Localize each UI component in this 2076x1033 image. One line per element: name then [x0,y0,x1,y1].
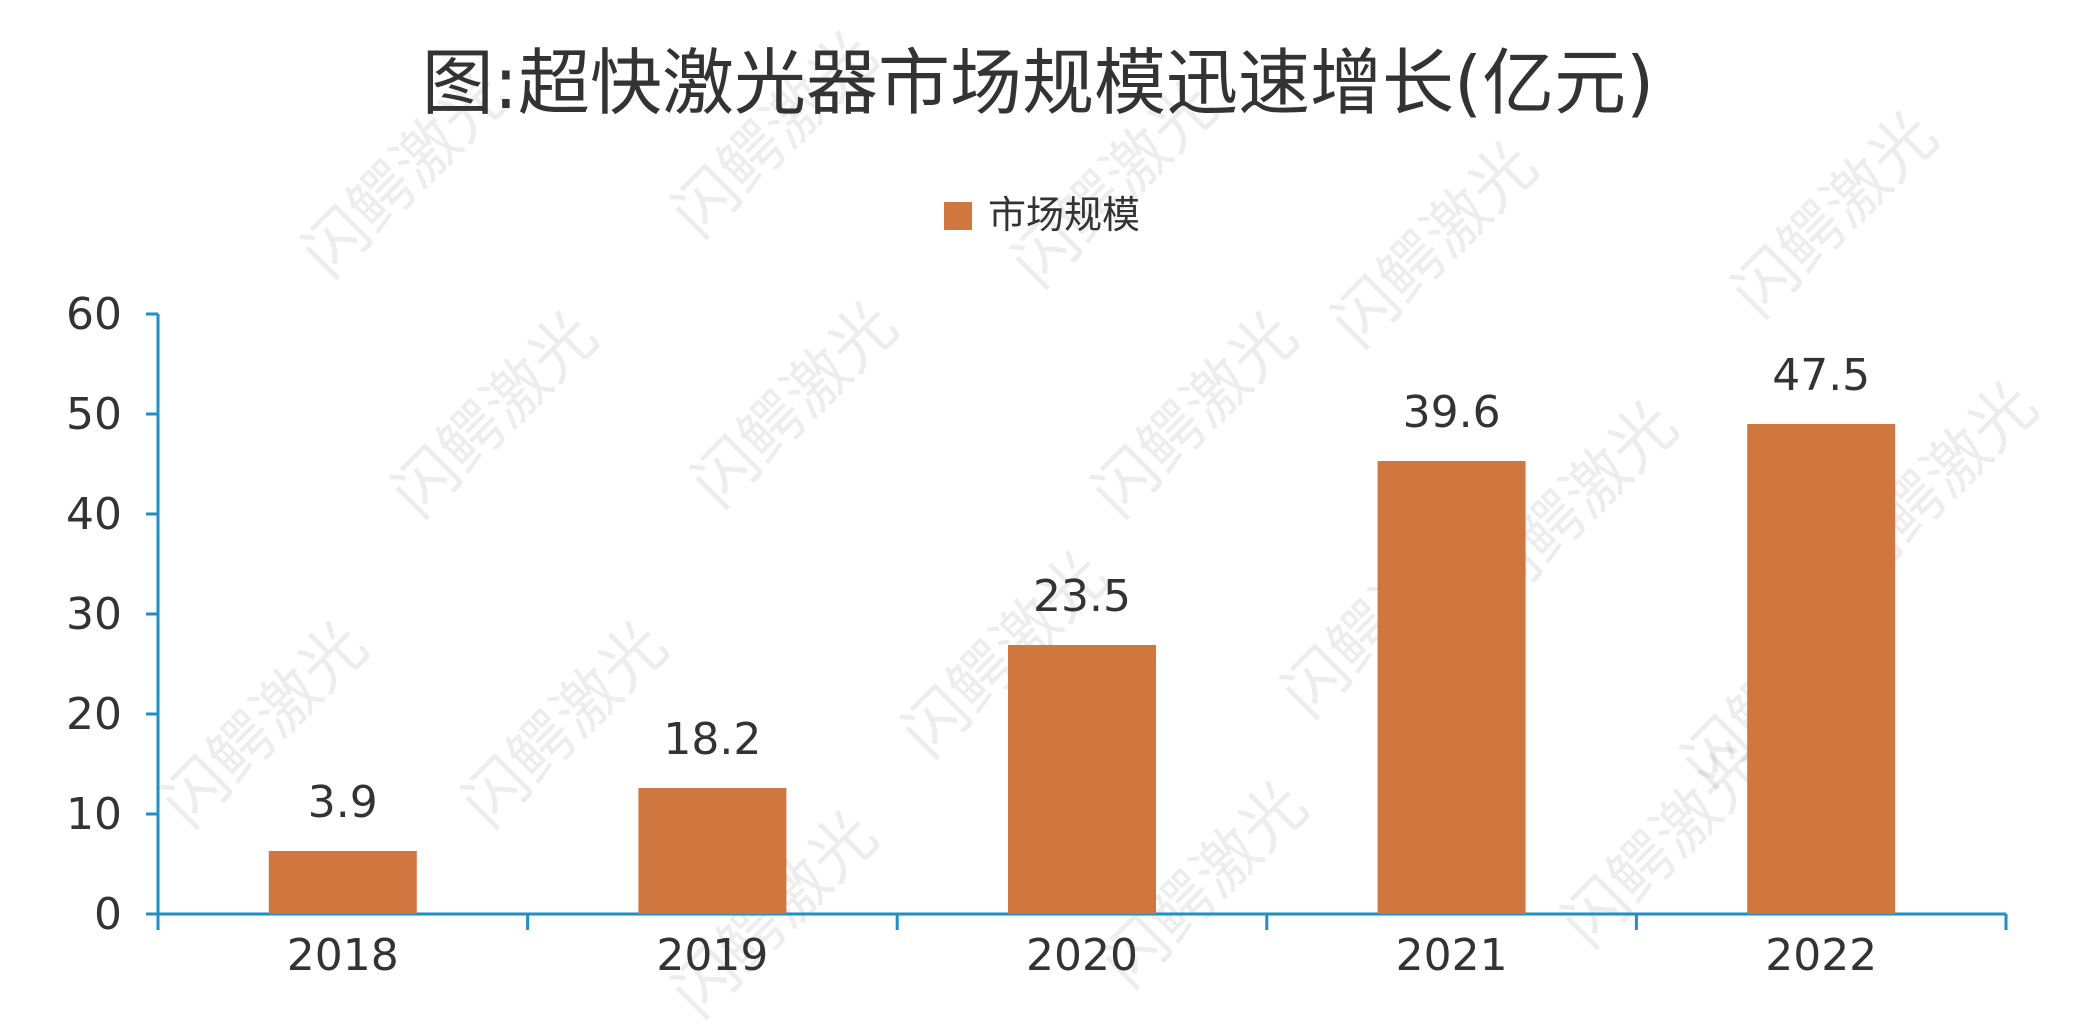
x-tick-label: 2018 [287,930,399,981]
data-label: 3.9 [308,777,378,828]
y-tick-label: 10 [66,789,122,840]
watermark: 闪鳄激光 [1548,728,1781,961]
legend: 市场规模 [944,193,1140,237]
x-tick-label: 2019 [656,930,768,981]
bar [1008,645,1156,914]
y-tick-label: 50 [66,389,122,440]
watermark: 闪鳄激光 [1318,128,1551,361]
y-axis: 0 10 20 30 40 50 60 [66,289,160,940]
bar [268,851,417,914]
data-label: 47.5 [1772,350,1870,401]
y-tick-label: 0 [94,889,122,940]
y-tick-label: 60 [66,289,122,340]
data-label: 18.2 [663,714,761,765]
bars [268,424,1896,914]
legend-swatch [944,202,972,230]
x-tick-label: 2020 [1026,930,1138,981]
watermark: 闪鳄激光 [378,298,611,531]
data-label: 23.5 [1033,571,1131,622]
y-tick-label: 40 [66,489,122,540]
legend-label: 市场规模 [988,193,1140,237]
data-label: 39.6 [1403,387,1501,438]
y-tick-label: 30 [66,589,122,640]
bar [638,788,787,914]
bar [1747,424,1896,914]
bar [1377,461,1526,914]
data-labels: 3.9 18.2 23.5 39.6 47.5 [308,350,1870,828]
watermark: 闪鳄激光 [1078,298,1311,531]
x-axis: 2018 2019 2020 2021 2022 [156,912,2008,981]
chart-title: 图:超快激光器市场规模迅速增长(亿元) [422,41,1654,125]
x-tick-label: 2021 [1396,930,1508,981]
watermark: 闪鳄激光 [1718,98,1951,331]
watermark: 闪鳄激光 [678,288,911,521]
x-tick-label: 2022 [1765,930,1877,981]
y-tick-label: 20 [66,689,122,740]
